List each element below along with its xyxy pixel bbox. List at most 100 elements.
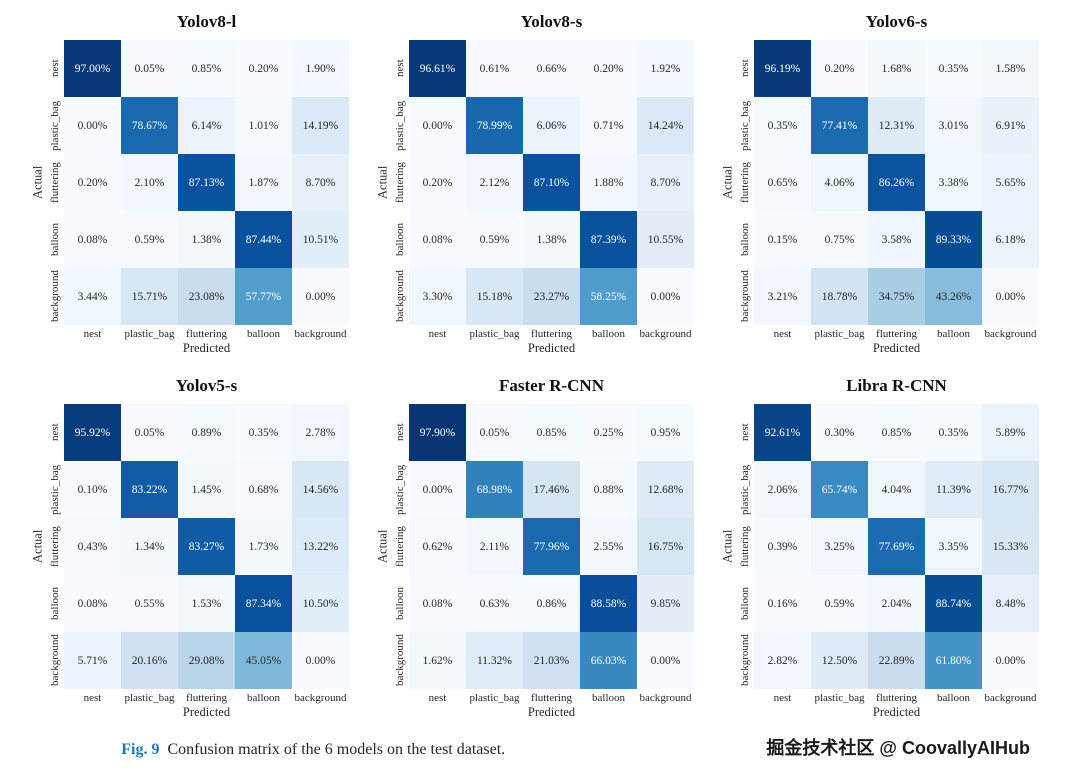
heatmap-grid: 97.90% 0.05% 0.85% 0.25% 0.95% 0.00% 68.98% 17.… xyxy=(409,404,694,689)
y-tick-labels: nest plastic_bag fluttering balloon backgrou… xyxy=(736,404,754,689)
y-tick-label: background xyxy=(739,634,751,687)
heatmap-grid: 96.61% 0.61% 0.66% 0.20% 1.92% 0.00% 78.99% 6.0… xyxy=(409,40,694,325)
heatmap-cell: 0.85% xyxy=(868,404,925,461)
heatmap-cell: 0.71% xyxy=(580,97,637,154)
y-tick-label: background xyxy=(49,270,61,323)
y-tick-label: balloon xyxy=(49,587,61,620)
heatmap-cell: 6.18% xyxy=(982,211,1039,268)
y-tick-label: plastic_bag xyxy=(394,464,406,515)
x-tick-label: plastic_bag xyxy=(814,692,865,704)
y-tick-label: background xyxy=(739,270,751,323)
heatmap-cell: 1.92% xyxy=(637,40,694,97)
heatmap-cell: 15.18% xyxy=(466,268,523,325)
heatmap-cell: 43.26% xyxy=(925,268,982,325)
heatmap-cell: 5.89% xyxy=(982,404,1039,461)
heatmap-cell: 0.59% xyxy=(466,211,523,268)
heatmap-cell: 5.71% xyxy=(64,632,121,689)
x-tick-label: nest xyxy=(83,692,102,704)
heatmap-cell: 65.74% xyxy=(811,461,868,518)
heatmap-cell: 0.05% xyxy=(121,404,178,461)
y-tick-label: plastic_bag xyxy=(739,100,751,151)
heatmap-cell: 0.86% xyxy=(523,575,580,632)
heatmap-cell: 3.58% xyxy=(868,211,925,268)
x-tick-labels: nest plastic_bag fluttering balloon backgrou… xyxy=(409,689,694,704)
heatmap-cell: 87.39% xyxy=(580,211,637,268)
heatmap-grid: 92.61% 0.30% 0.85% 0.35% 5.89% 2.06% 65.74% 4.0… xyxy=(754,404,1039,689)
panel-body: Actual nest plastic_bag fluttering balloon ba… xyxy=(375,40,694,325)
confusion-matrix-panel: Yolov8-s Actual nest plastic_bag fluttering b… xyxy=(375,8,694,356)
heatmap-cell: 18.78% xyxy=(811,268,868,325)
heatmap-cell: 3.30% xyxy=(409,268,466,325)
figure-grid: Yolov8-l Actual nest plastic_bag fluttering b… xyxy=(30,8,1040,720)
y-axis-label: Actual xyxy=(30,165,45,200)
heatmap-cell: 57.77% xyxy=(235,268,292,325)
heatmap-cell: 0.35% xyxy=(925,40,982,97)
heatmap-cell: 0.89% xyxy=(178,404,235,461)
x-tick-label: plastic_bag xyxy=(469,328,520,340)
heatmap-cell: 0.08% xyxy=(409,211,466,268)
y-tick-label: nest xyxy=(394,59,406,78)
heatmap-cell: 34.75% xyxy=(868,268,925,325)
panel-body: Actual nest plastic_bag fluttering balloon ba… xyxy=(720,40,1039,325)
heatmap-cell: 2.04% xyxy=(868,575,925,632)
y-tick-label: balloon xyxy=(49,223,61,256)
heatmap-cell: 0.00% xyxy=(982,632,1039,689)
panel-title: Yolov5-s xyxy=(175,376,238,395)
x-tick-label: nest xyxy=(428,328,447,340)
y-tick-label: fluttering xyxy=(739,162,751,203)
y-tick-label: background xyxy=(394,270,406,323)
heatmap-cell: 15.33% xyxy=(982,518,1039,575)
heatmap-cell: 5.65% xyxy=(982,154,1039,211)
heatmap-cell: 0.10% xyxy=(64,461,121,518)
heatmap-cell: 3.01% xyxy=(925,97,982,154)
heatmap-cell: 0.20% xyxy=(64,154,121,211)
x-tick-labels: nest plastic_bag fluttering balloon backgrou… xyxy=(754,325,1039,340)
heatmap-cell: 68.98% xyxy=(466,461,523,518)
x-tick-label: balloon xyxy=(937,692,970,704)
heatmap-cell: 0.43% xyxy=(64,518,121,575)
y-tick-label: fluttering xyxy=(49,162,61,203)
heatmap-cell: 8.48% xyxy=(982,575,1039,632)
heatmap-cell: 15.71% xyxy=(121,268,178,325)
heatmap-cell: 0.35% xyxy=(925,404,982,461)
x-tick-label: nest xyxy=(773,692,792,704)
heatmap-cell: 86.26% xyxy=(868,154,925,211)
heatmap-cell: 0.20% xyxy=(235,40,292,97)
heatmap-grid: 96.19% 0.20% 1.68% 0.35% 1.58% 0.35% 77.41% 12.… xyxy=(754,40,1039,325)
x-axis-label: Predicted xyxy=(527,705,576,719)
heatmap-cell: 0.30% xyxy=(811,404,868,461)
heatmap-cell: 8.70% xyxy=(637,154,694,211)
x-tick-label: background xyxy=(639,328,692,340)
y-tick-label: fluttering xyxy=(394,162,406,203)
heatmap-cell: 0.59% xyxy=(121,211,178,268)
heatmap-cell: 23.08% xyxy=(178,268,235,325)
heatmap-cell: 87.13% xyxy=(178,154,235,211)
heatmap-cell: 0.00% xyxy=(64,97,121,154)
heatmap-cell: 0.00% xyxy=(409,97,466,154)
x-tick-label: fluttering xyxy=(186,328,227,340)
heatmap-cell: 3.21% xyxy=(754,268,811,325)
heatmap-cell: 14.56% xyxy=(292,461,349,518)
x-tick-label: balloon xyxy=(592,328,625,340)
heatmap-cell: 16.75% xyxy=(637,518,694,575)
x-tick-label: balloon xyxy=(937,328,970,340)
heatmap-cell: 0.85% xyxy=(178,40,235,97)
heatmap-cell: 22.89% xyxy=(868,632,925,689)
heatmap-cell: 0.15% xyxy=(754,211,811,268)
heatmap-grid: 95.92% 0.05% 0.89% 0.35% 2.78% 0.10% 83.22% 1.4… xyxy=(64,404,349,689)
x-tick-label: nest xyxy=(83,328,102,340)
heatmap-cell: 78.67% xyxy=(121,97,178,154)
panel-body: Actual nest plastic_bag fluttering balloon ba… xyxy=(720,404,1039,689)
y-tick-label: balloon xyxy=(394,587,406,620)
heatmap-cell: 20.16% xyxy=(121,632,178,689)
heatmap-cell: 0.05% xyxy=(466,404,523,461)
heatmap-cell: 88.74% xyxy=(925,575,982,632)
y-tick-label: plastic_bag xyxy=(739,464,751,515)
heatmap-cell: 83.27% xyxy=(178,518,235,575)
x-tick-label: background xyxy=(639,692,692,704)
heatmap-cell: 3.35% xyxy=(925,518,982,575)
heatmap-cell: 10.55% xyxy=(637,211,694,268)
x-tick-label: fluttering xyxy=(531,328,572,340)
y-axis-label: Actual xyxy=(720,529,735,564)
heatmap-cell: 4.04% xyxy=(868,461,925,518)
